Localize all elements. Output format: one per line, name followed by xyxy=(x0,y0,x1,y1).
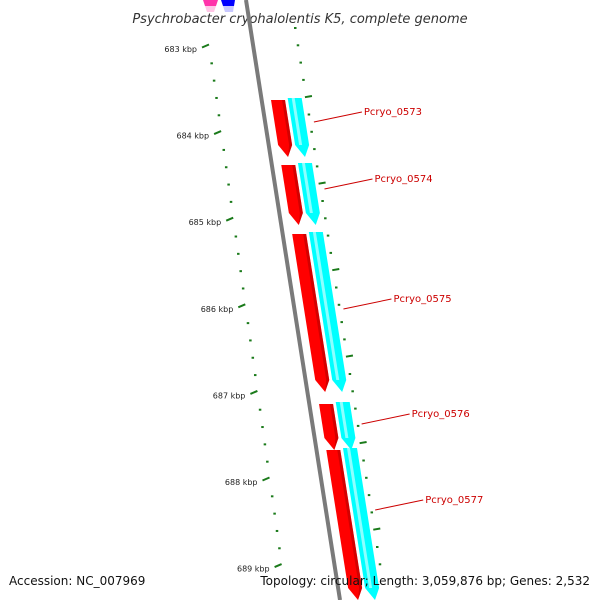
gene-arrow-highlight xyxy=(339,402,349,438)
cds-arrow-shade xyxy=(282,100,293,157)
major-tick xyxy=(237,303,246,309)
feature-strip-magenta xyxy=(203,0,218,6)
feature-strip-blue xyxy=(221,0,235,6)
tick-label: 686 kbp xyxy=(201,305,234,314)
tick-label: 683 kbp xyxy=(164,45,197,54)
tick-label: 687 kbp xyxy=(213,391,246,400)
feature-strip-magenta-pale xyxy=(205,6,216,12)
cds-arrow xyxy=(292,234,330,392)
gene-leader-line xyxy=(313,111,362,123)
inner-minor-ticks xyxy=(210,62,281,550)
gene-label: Pcryo_0576 xyxy=(412,409,470,420)
major-tick xyxy=(201,43,210,49)
major-tick xyxy=(250,389,258,395)
gene-label: Pcryo_0573 xyxy=(364,107,422,118)
cds-arrow-shade xyxy=(303,234,330,392)
major-tick xyxy=(262,476,270,482)
major-ticks: 683 kbp 684 kbp 685 kbp 686 kbp 687 kbp 688 k… xyxy=(164,43,282,574)
gene-leader-line xyxy=(361,413,410,425)
outer-tick xyxy=(359,441,367,445)
outer-tick xyxy=(304,95,313,99)
outer-tick xyxy=(318,181,326,185)
tick-label: 684 kbp xyxy=(176,132,209,141)
tick-label: 688 kbp xyxy=(225,478,258,487)
gene-leader-line xyxy=(375,499,424,511)
gene-arrow-highlight xyxy=(346,448,373,588)
gene-label: Pcryo_0577 xyxy=(425,495,483,506)
outer-tick xyxy=(373,527,381,531)
outer-tick xyxy=(345,354,354,358)
cds-arrow-shade xyxy=(292,165,303,225)
major-tick xyxy=(213,130,222,136)
top-edge-features xyxy=(203,0,235,12)
genome-backbone xyxy=(244,0,342,600)
gene-leader-line xyxy=(324,178,373,190)
genome-summary-text: Topology: circular; Length: 3,059,876 bp… xyxy=(260,574,590,588)
major-tick xyxy=(225,216,234,222)
gene-label: Pcryo_0575 xyxy=(393,294,451,305)
cds-arrow xyxy=(326,450,363,600)
gene-arrow-highlight xyxy=(312,232,340,380)
major-tick xyxy=(274,563,282,569)
gene-features: Pcryo_0573 Pcryo_0574 Pcryo_0575 Pcryo_0576… xyxy=(271,98,483,600)
cds-arrow-shade xyxy=(337,450,363,600)
outer-tick xyxy=(332,268,340,272)
gene-label: Pcryo_0574 xyxy=(374,174,432,185)
gene-arrow-highlight xyxy=(301,163,313,213)
gene-arrow-highlight xyxy=(291,98,303,145)
tick-label: 685 kbp xyxy=(189,218,222,227)
feature-strip-blue-pale xyxy=(223,6,234,12)
tick-label: 689 kbp xyxy=(237,565,270,574)
map-title: Psychrobacter cryohalolentis K5, complet… xyxy=(132,12,467,27)
gene-leader-line xyxy=(343,298,392,310)
outer-minor-ticks xyxy=(294,27,382,566)
accession-text: Accession: NC_007969 xyxy=(9,574,146,588)
cds-arrow-shade xyxy=(330,404,339,450)
